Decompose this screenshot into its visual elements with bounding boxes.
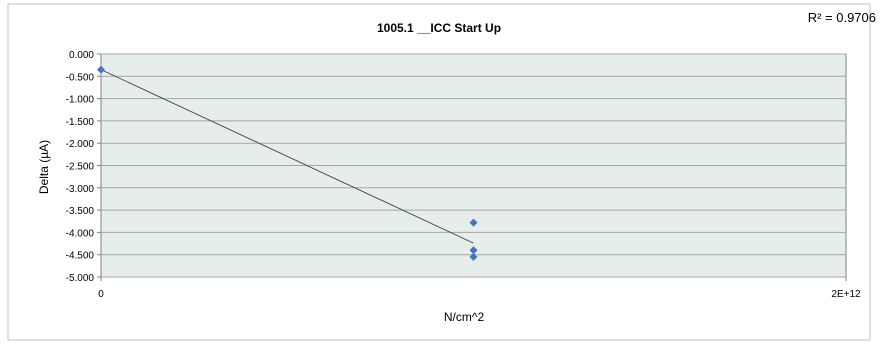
trendline-layer bbox=[100, 69, 474, 244]
y-tick-label: -3.500 bbox=[66, 206, 95, 217]
data-point-marker bbox=[469, 246, 478, 255]
trendline bbox=[100, 69, 474, 244]
y-tick-label: -3.000 bbox=[66, 184, 95, 195]
y-tick-label: -0.500 bbox=[66, 72, 95, 83]
data-point-marker bbox=[469, 252, 478, 261]
data-point-marker bbox=[469, 218, 478, 227]
y-axis-ticks: 0.000 -0.500 -1.000 -1.500 -2.000 -2.500 -3.00… bbox=[66, 50, 101, 284]
y-tick-label: -4.000 bbox=[66, 228, 95, 239]
x-tick-label: 0 bbox=[98, 289, 104, 300]
x-tick-label: 2E+12 bbox=[831, 289, 861, 300]
y-tick-label: 0.000 bbox=[69, 50, 94, 61]
y-tick-label: -2.000 bbox=[66, 139, 95, 150]
data-points bbox=[97, 65, 478, 261]
y-tick-label: -5.000 bbox=[66, 273, 95, 284]
x-axis-ticks: 0 2E+12 bbox=[98, 277, 861, 300]
y-tick-label: -2.500 bbox=[66, 162, 95, 173]
x-axis-label: N/cm^2 bbox=[444, 310, 485, 324]
y-tick-label: -1.000 bbox=[66, 95, 95, 106]
y-tick-label: -4.500 bbox=[66, 251, 95, 262]
data-point-marker bbox=[97, 65, 105, 74]
y-tick-label: -1.500 bbox=[66, 117, 95, 128]
chart-title: 1005.1 __ICC Start Up bbox=[377, 21, 501, 35]
r-squared-annotation: R² = 0.9706 bbox=[808, 10, 876, 25]
y-axis-label: Delta (µA) bbox=[37, 140, 51, 194]
